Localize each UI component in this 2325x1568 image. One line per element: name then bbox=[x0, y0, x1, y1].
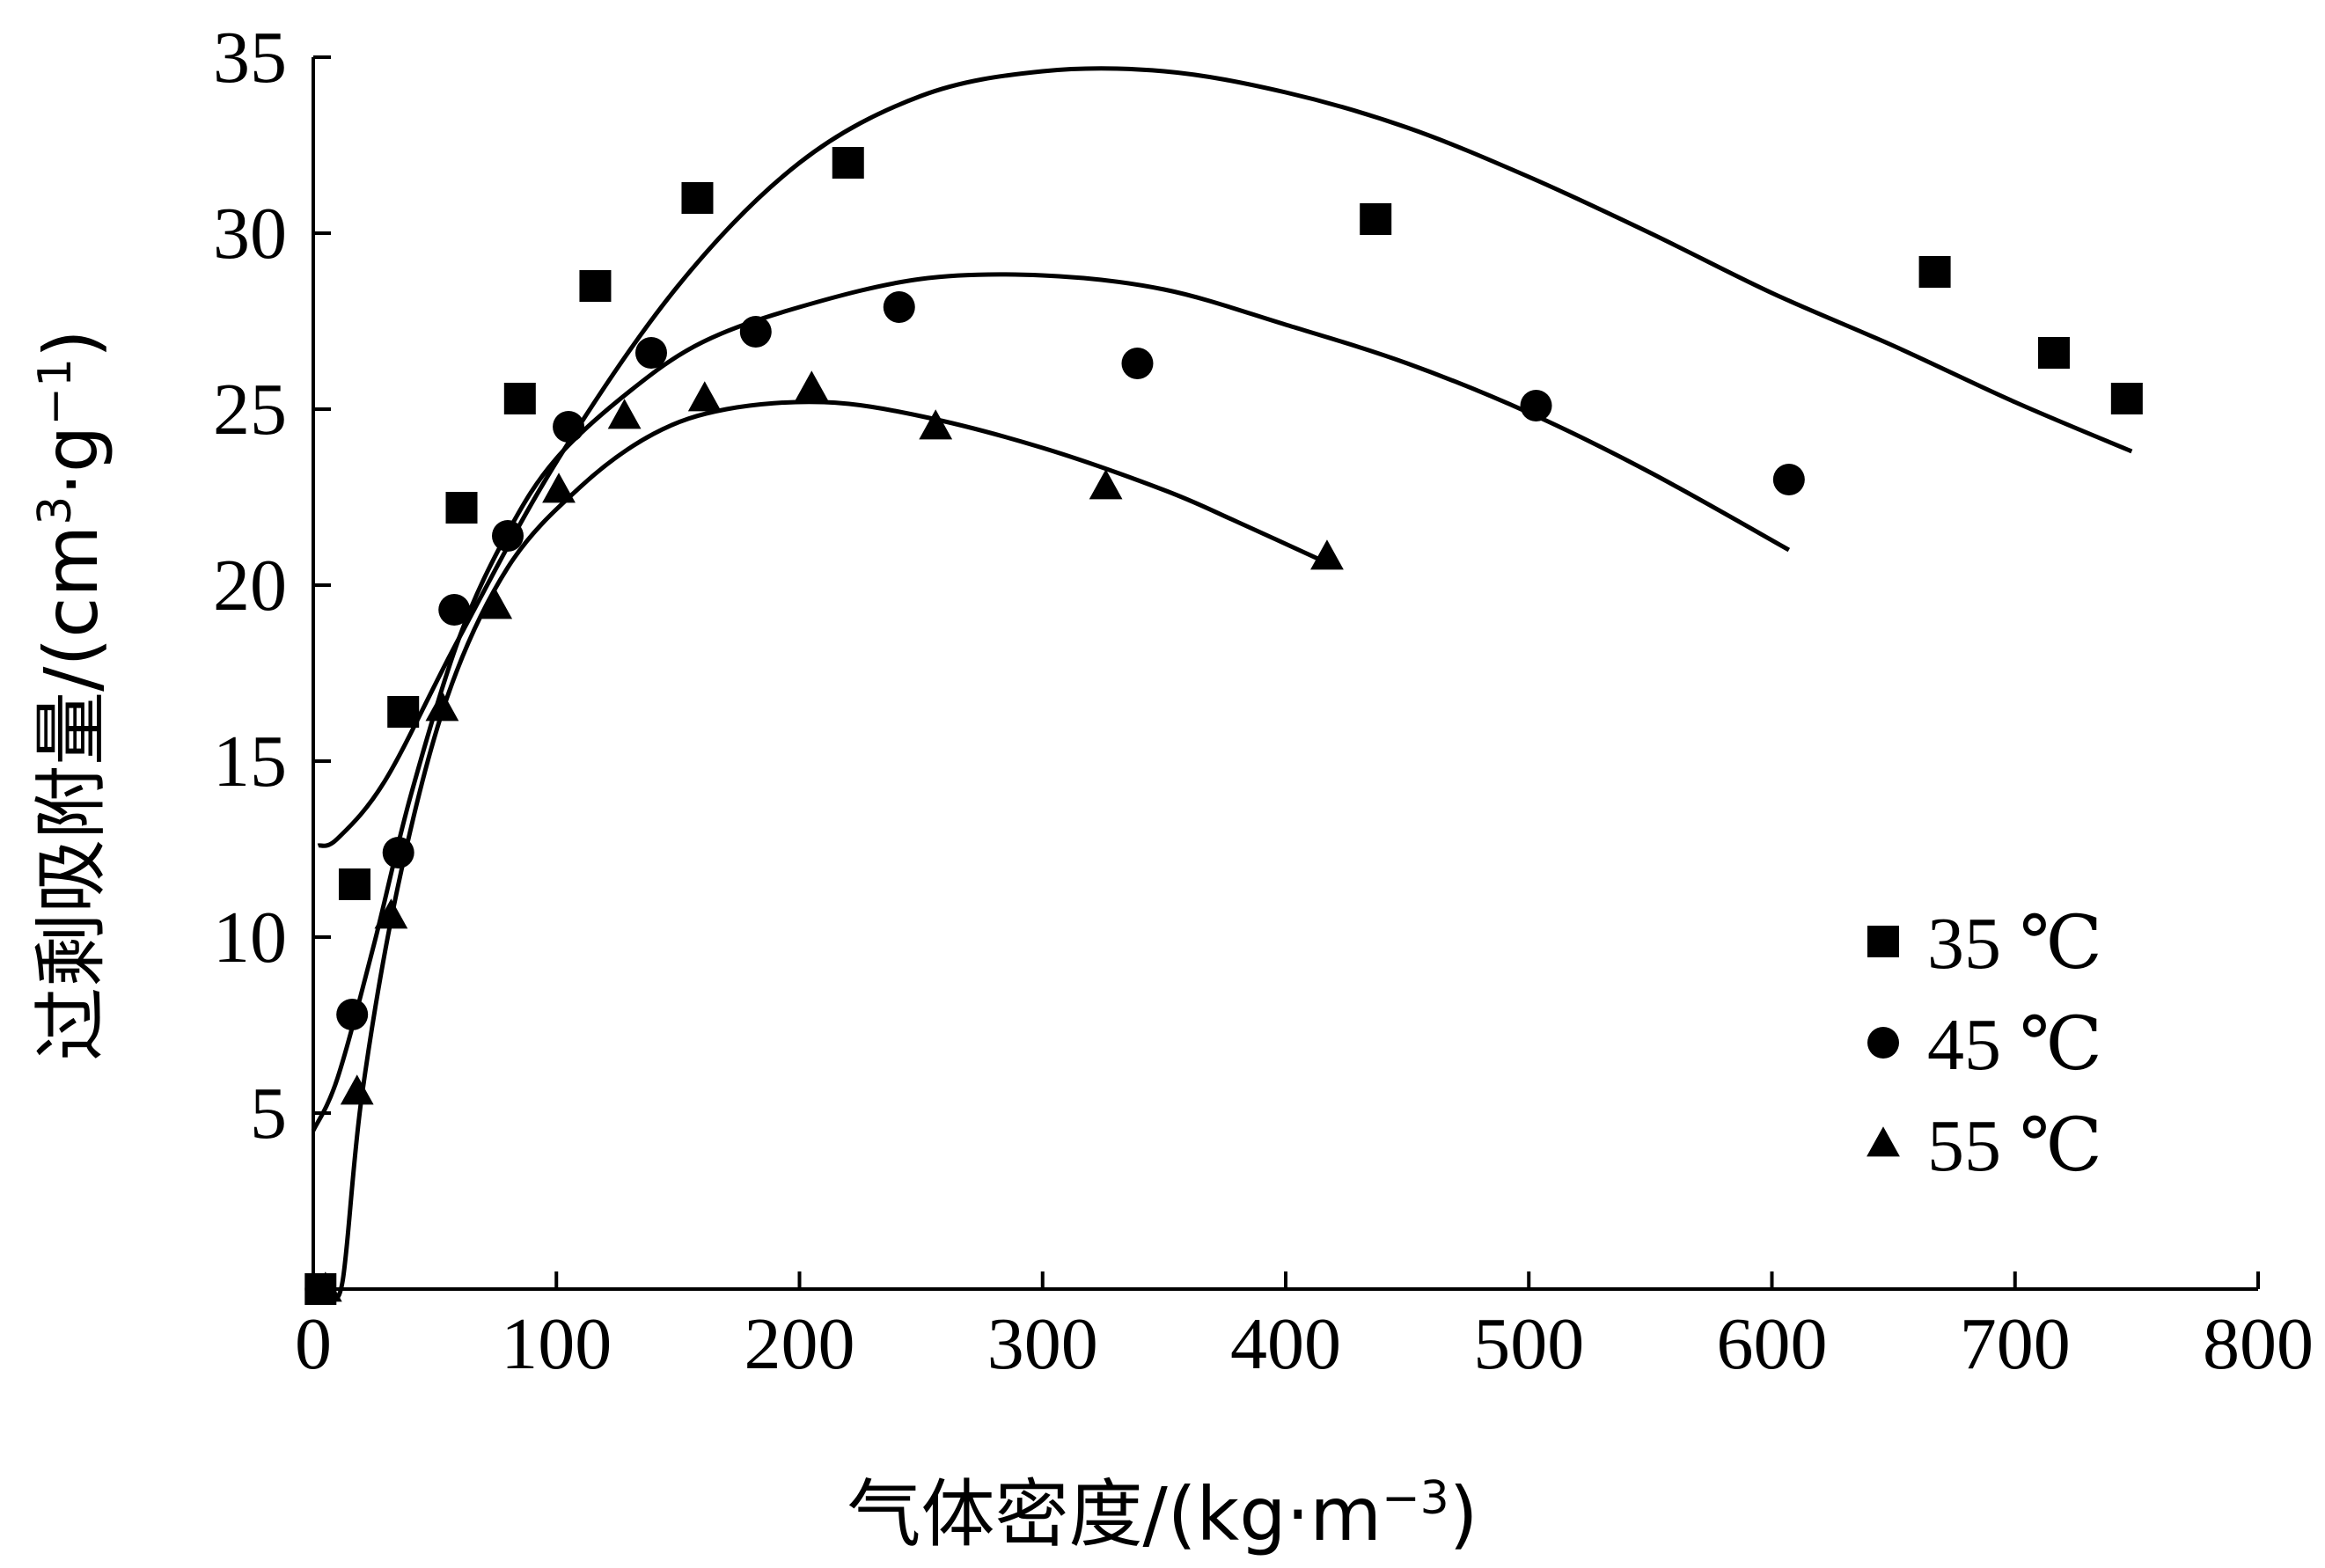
data-point-series-1 bbox=[503, 383, 536, 414]
y-axis-title-sup2: −1 bbox=[29, 358, 82, 426]
data-point-series-3 bbox=[607, 399, 642, 429]
data-point-series-3 bbox=[1310, 539, 1344, 570]
y-tick-label: 20 bbox=[213, 545, 287, 626]
legend: 35 ℃ 45 ℃ 55 ℃ bbox=[1867, 903, 2102, 1187]
data-point-series-2 bbox=[492, 520, 524, 552]
data-point-series-3 bbox=[1089, 469, 1123, 500]
data-point-series-2 bbox=[1772, 464, 1805, 495]
axes: 0 100 200 300 400 500 600 700 800 5 10 15 20 25 30 35 bbox=[213, 17, 2314, 1385]
data-point-series-3 bbox=[479, 589, 513, 619]
y-tick-label: 15 bbox=[213, 721, 287, 802]
x-tick-label: 500 bbox=[1473, 1303, 1584, 1385]
data-point-series-3 bbox=[308, 1271, 342, 1302]
fit-line-series-3 bbox=[326, 399, 1331, 1301]
data-point-series-2 bbox=[1520, 390, 1552, 421]
data-point-series-1 bbox=[681, 182, 714, 214]
legend-label-series-3: 55 ℃ bbox=[1927, 1105, 2102, 1187]
y-tick-label: 25 bbox=[213, 369, 287, 451]
fit-lines bbox=[311, 66, 2133, 1301]
data-point-series-1 bbox=[1360, 203, 1392, 235]
data-point-series-1 bbox=[2110, 383, 2143, 414]
legend-marker-series-2 bbox=[1867, 1027, 1899, 1059]
data-point-series-2 bbox=[553, 411, 585, 443]
fit-line-series-1 bbox=[317, 66, 2133, 848]
x-tick-label: 0 bbox=[295, 1303, 332, 1385]
legend-marker-series-3 bbox=[1867, 1126, 1900, 1157]
data-point-series-3 bbox=[374, 898, 408, 929]
y-axis-title: 过剩吸附量/(cm3·g−1) bbox=[28, 329, 114, 1061]
x-tick-label: 400 bbox=[1230, 1303, 1341, 1385]
data-point-series-2 bbox=[336, 999, 369, 1030]
data-point-series-2 bbox=[1121, 348, 1154, 379]
data-point-series-3 bbox=[919, 409, 953, 440]
data-point-series-3 bbox=[340, 1074, 374, 1105]
x-tick-label: 800 bbox=[2203, 1303, 2314, 1385]
data-markers bbox=[304, 147, 2143, 1305]
fit-line-series-2 bbox=[311, 272, 1791, 1132]
y-tick-label: 30 bbox=[213, 193, 287, 275]
x-tick-label: 300 bbox=[987, 1303, 1098, 1385]
x-tick-label: 200 bbox=[744, 1303, 855, 1385]
y-tick-label: 35 bbox=[213, 17, 287, 99]
data-point-series-1 bbox=[338, 868, 370, 900]
data-point-series-1 bbox=[579, 270, 612, 302]
data-point-series-1 bbox=[387, 696, 420, 728]
data-point-series-2 bbox=[438, 594, 471, 626]
y-tick-label: 5 bbox=[250, 1073, 287, 1154]
data-point-series-1 bbox=[445, 492, 478, 524]
x-axis-title-sup: −3 bbox=[1382, 1472, 1449, 1525]
x-tick-label: 600 bbox=[1717, 1303, 1828, 1385]
data-point-series-1 bbox=[832, 147, 864, 179]
data-point-series-3 bbox=[795, 370, 829, 401]
data-point-series-2 bbox=[883, 291, 915, 323]
data-point-series-3 bbox=[425, 691, 459, 722]
data-point-series-2 bbox=[634, 337, 667, 369]
y-axis-title-sup1: 3 bbox=[29, 496, 82, 525]
data-point-series-3 bbox=[542, 473, 576, 503]
data-point-series-1 bbox=[2037, 337, 2070, 369]
legend-marker-series-1 bbox=[1867, 926, 1899, 957]
legend-label-series-2: 45 ℃ bbox=[1927, 1004, 2102, 1086]
data-point-series-2 bbox=[739, 316, 772, 348]
x-tick-label: 700 bbox=[1960, 1303, 2071, 1385]
y-tick-label: 10 bbox=[213, 897, 287, 978]
x-axis-title: 气体密度/(kg·m−3) bbox=[847, 1471, 1478, 1557]
data-point-series-3 bbox=[687, 381, 722, 412]
x-tick-label: 100 bbox=[501, 1303, 612, 1385]
data-point-series-2 bbox=[382, 837, 414, 868]
data-point-series-1 bbox=[1918, 256, 1951, 288]
legend-label-series-1: 35 ℃ bbox=[1927, 903, 2102, 985]
